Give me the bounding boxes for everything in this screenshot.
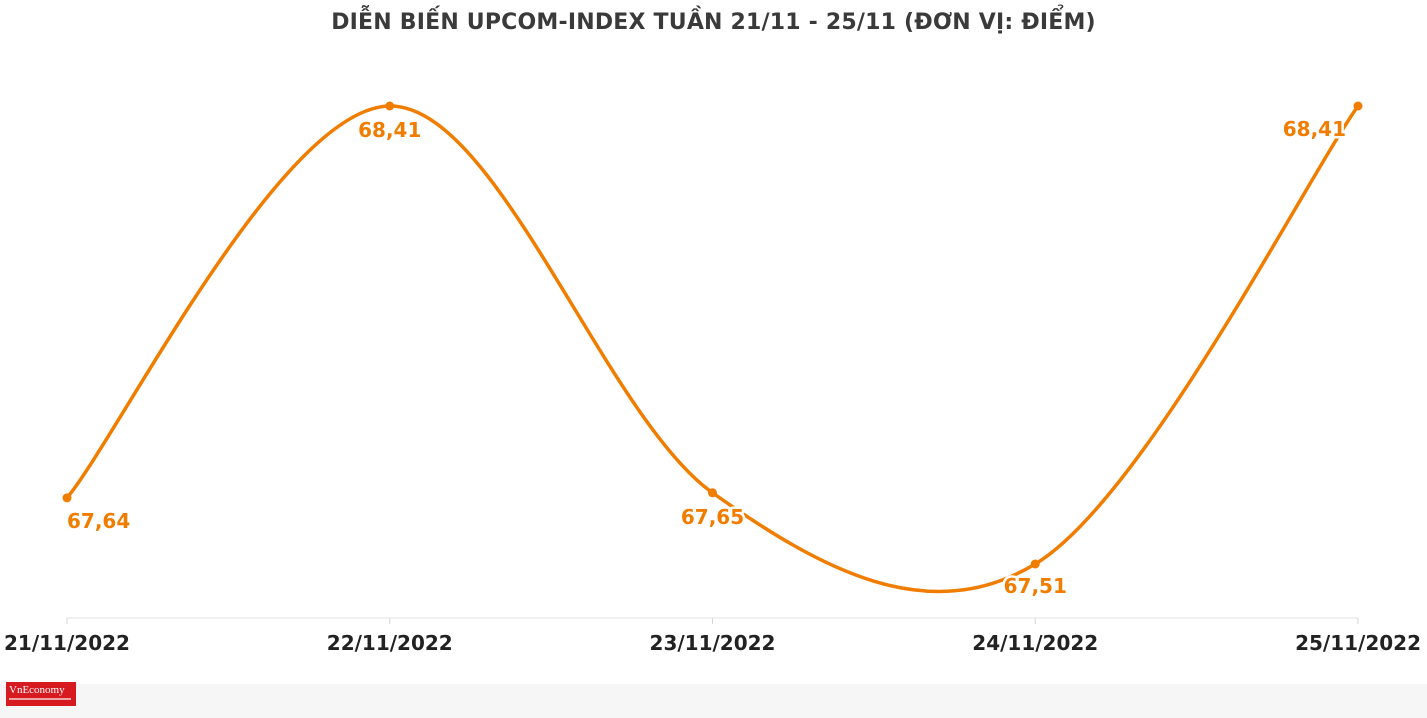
x-tick-label: 21/11/2022 — [4, 631, 130, 655]
data-label: 68,41 — [1283, 117, 1346, 141]
data-label: 67,65 — [681, 505, 744, 529]
logo-text: VnEconomy — [9, 684, 65, 696]
x-tick-label: 24/11/2022 — [972, 631, 1098, 655]
data-point — [1353, 101, 1363, 111]
data-point — [1030, 559, 1040, 569]
data-label: 68,41 — [358, 118, 421, 142]
chart-title: DIỄN BIẾN UPCOM-INDEX TUẦN 21/11 - 25/11… — [331, 10, 1096, 35]
data-point — [708, 488, 717, 498]
data-points — [62, 101, 1363, 569]
data-point — [385, 101, 395, 111]
x-tick-labels: 21/11/2022 22/11/2022 23/11/2022 24/11/2022… — [4, 631, 1421, 655]
footer-strip — [0, 684, 1427, 718]
data-labels: 67,64 68,41 67,65 67,51 68,41 — [65, 115, 1349, 601]
x-tick-label: 25/11/2022 — [1295, 631, 1421, 655]
data-label: 67,64 — [67, 509, 130, 533]
logo-underline — [9, 698, 71, 700]
vneconomy-logo: VnEconomy — [6, 682, 76, 706]
data-point — [62, 493, 72, 503]
series-line — [65, 104, 1360, 594]
x-tick-label: 22/11/2022 — [327, 631, 453, 655]
data-label: 67,51 — [1004, 574, 1067, 598]
x-axis — [66, 617, 1359, 624]
x-tick-label: 23/11/2022 — [650, 631, 776, 655]
